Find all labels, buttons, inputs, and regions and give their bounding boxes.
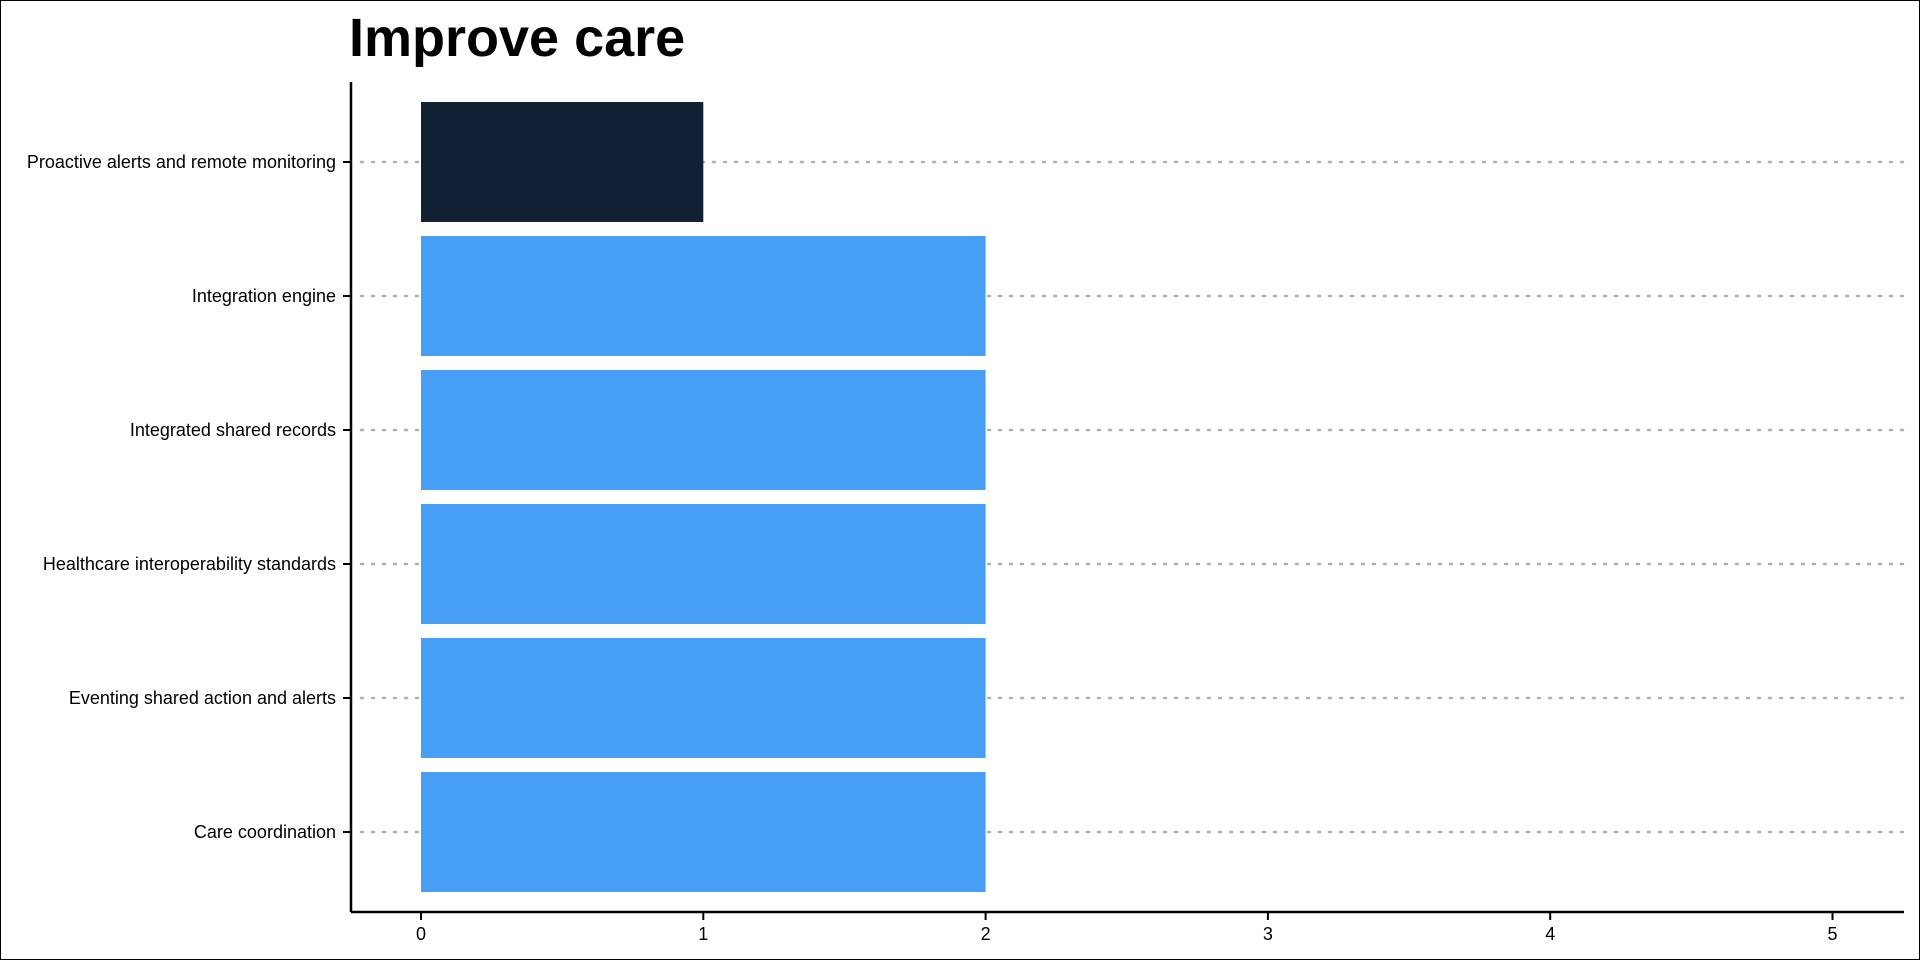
bar-5 bbox=[421, 638, 986, 758]
x-tick-label-3: 3 bbox=[1263, 924, 1273, 944]
x-tick-label-1: 1 bbox=[698, 924, 708, 944]
category-label-6: Care coordination bbox=[194, 822, 336, 842]
x-tick-label-0: 0 bbox=[416, 924, 426, 944]
category-label-2: Integration engine bbox=[192, 286, 336, 306]
category-label-1: Proactive alerts and remote monitoring bbox=[27, 152, 336, 172]
category-label-3: Integrated shared records bbox=[130, 420, 336, 440]
bar-6 bbox=[421, 772, 986, 892]
x-tick-label-5: 5 bbox=[1827, 924, 1837, 944]
axes bbox=[343, 82, 1904, 920]
bar-1 bbox=[421, 102, 704, 222]
x-tick-label-2: 2 bbox=[981, 924, 991, 944]
bar-4 bbox=[421, 504, 986, 624]
grid-lines bbox=[359, 160, 1906, 834]
bar-2 bbox=[421, 236, 986, 356]
category-label-4: Healthcare interoperability standards bbox=[43, 554, 336, 574]
category-label-5: Eventing shared action and alerts bbox=[69, 688, 336, 708]
labels: Proactive alerts and remote monitoring In… bbox=[27, 152, 1838, 944]
chart-title: Improve care bbox=[349, 8, 686, 68]
bars bbox=[421, 102, 986, 892]
bar-3 bbox=[421, 370, 986, 490]
x-tick-label-4: 4 bbox=[1545, 924, 1555, 944]
